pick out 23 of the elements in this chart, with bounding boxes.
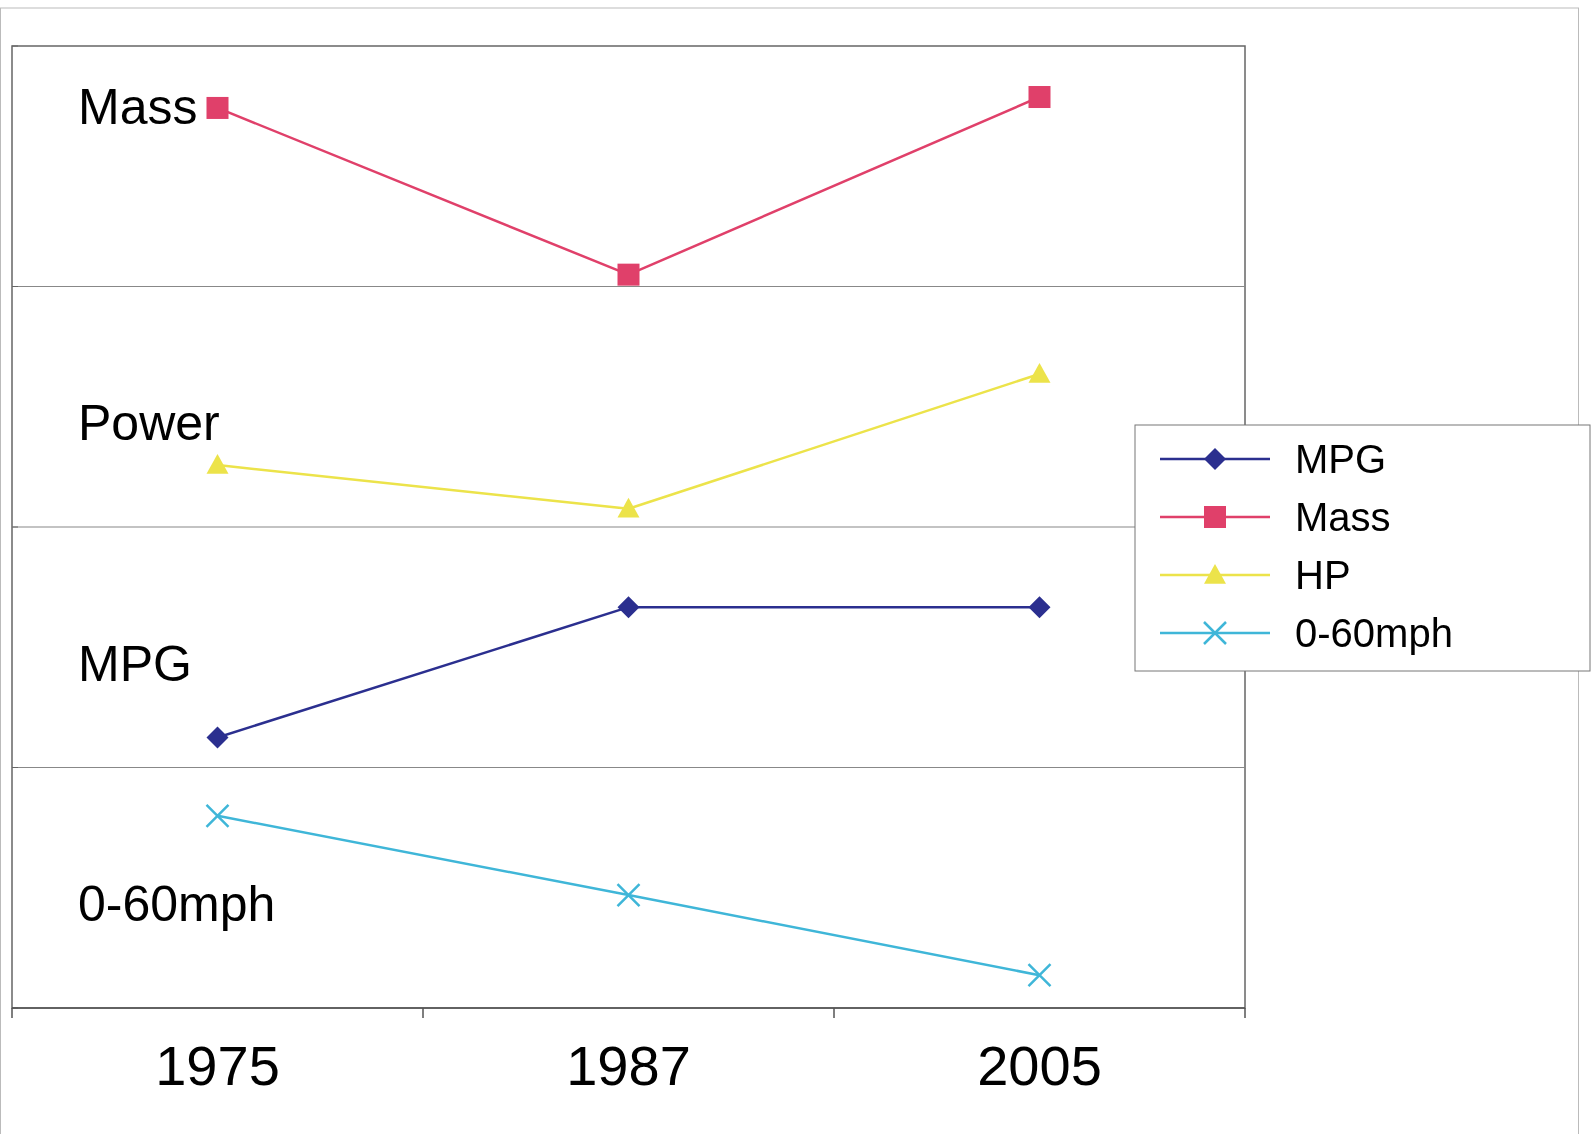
point [617,263,640,286]
point [617,596,640,619]
point [616,882,641,908]
point [206,454,229,474]
x-tick-label: 1975 [155,1034,280,1097]
legend-label: MPG [1295,437,1387,481]
annotation: MPG [78,635,192,692]
annotation: Power [78,395,220,452]
x-tick-label: 2005 [977,1034,1102,1097]
annotation: Mass [78,79,198,135]
x-tick-label: 1987 [566,1034,691,1097]
legend-label: HP [1295,553,1351,597]
point [617,497,640,518]
annotation: 0-60mph [78,876,276,933]
legend-label: 0-60mph [1295,611,1453,655]
point [1028,86,1051,109]
point [205,803,230,829]
point [206,96,229,119]
legend-label: Mass [1295,495,1391,539]
point [1028,362,1051,383]
point [1027,962,1052,988]
point [1028,596,1051,619]
point [206,726,229,749]
